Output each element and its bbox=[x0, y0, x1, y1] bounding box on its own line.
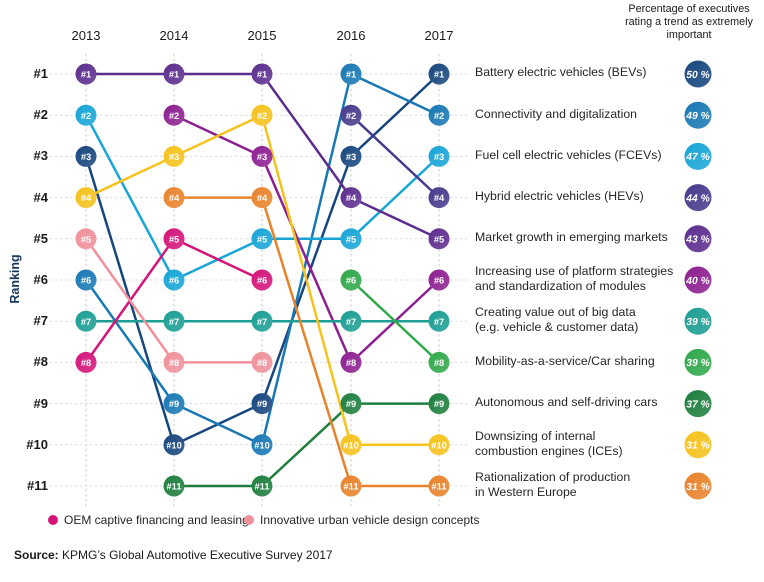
svg-text:#4: #4 bbox=[346, 193, 357, 203]
svg-text:#6: #6 bbox=[169, 276, 179, 286]
svg-text:#11: #11 bbox=[167, 482, 182, 492]
svg-text:#6: #6 bbox=[257, 276, 267, 286]
svg-text:#4: #4 bbox=[169, 193, 180, 203]
svg-text:#8: #8 bbox=[169, 358, 179, 368]
svg-text:31 %: 31 % bbox=[686, 482, 709, 493]
svg-text:#2: #2 bbox=[346, 111, 356, 121]
svg-text:#9: #9 bbox=[346, 399, 356, 409]
svg-text:#2: #2 bbox=[434, 111, 444, 121]
svg-text:#8: #8 bbox=[81, 358, 91, 368]
svg-text:#8: #8 bbox=[434, 358, 444, 368]
svg-text:#2: #2 bbox=[257, 111, 267, 121]
svg-text:#7: #7 bbox=[434, 317, 444, 327]
svg-text:#10: #10 bbox=[254, 440, 270, 450]
svg-text:#6: #6 bbox=[81, 276, 91, 286]
svg-text:#2: #2 bbox=[169, 111, 179, 121]
svg-text:#1: #1 bbox=[346, 70, 356, 80]
svg-text:31 %: 31 % bbox=[686, 441, 709, 452]
svg-text:#3: #3 bbox=[434, 152, 444, 162]
svg-text:#4: #4 bbox=[257, 193, 268, 203]
svg-text:#4: #4 bbox=[434, 193, 445, 203]
svg-text:#7: #7 bbox=[257, 317, 267, 327]
svg-text:#5: #5 bbox=[81, 234, 91, 244]
svg-text:44 %: 44 % bbox=[685, 193, 709, 204]
svg-text:#3: #3 bbox=[169, 152, 179, 162]
svg-text:49 %: 49 % bbox=[685, 111, 709, 122]
svg-text:39 %: 39 % bbox=[686, 358, 709, 369]
svg-text:#10: #10 bbox=[343, 440, 359, 450]
svg-text:#4: #4 bbox=[81, 193, 92, 203]
svg-text:#5: #5 bbox=[346, 234, 356, 244]
svg-text:#1: #1 bbox=[169, 70, 179, 80]
svg-text:#7: #7 bbox=[81, 317, 91, 327]
svg-text:#9: #9 bbox=[434, 399, 444, 409]
svg-text:37 %: 37 % bbox=[686, 399, 709, 410]
svg-text:#11: #11 bbox=[432, 482, 447, 492]
svg-text:#1: #1 bbox=[257, 70, 267, 80]
svg-text:39 %: 39 % bbox=[686, 317, 709, 328]
svg-text:#3: #3 bbox=[257, 152, 267, 162]
svg-text:#1: #1 bbox=[434, 70, 444, 80]
svg-text:#11: #11 bbox=[255, 482, 270, 492]
svg-text:43 %: 43 % bbox=[685, 235, 709, 246]
svg-text:#9: #9 bbox=[169, 399, 179, 409]
svg-text:#1: #1 bbox=[81, 70, 91, 80]
svg-text:#7: #7 bbox=[169, 317, 179, 327]
svg-text:#8: #8 bbox=[346, 358, 356, 368]
svg-text:#2: #2 bbox=[81, 111, 91, 121]
svg-text:50 %: 50 % bbox=[686, 70, 709, 81]
svg-text:#5: #5 bbox=[257, 234, 267, 244]
svg-text:#11: #11 bbox=[344, 482, 359, 492]
svg-text:#9: #9 bbox=[257, 399, 267, 409]
svg-text:#10: #10 bbox=[431, 440, 447, 450]
svg-text:#7: #7 bbox=[346, 317, 356, 327]
svg-text:40 %: 40 % bbox=[685, 276, 709, 287]
svg-text:#3: #3 bbox=[346, 152, 356, 162]
svg-text:47 %: 47 % bbox=[685, 152, 709, 163]
svg-text:#3: #3 bbox=[81, 152, 91, 162]
svg-text:#6: #6 bbox=[434, 276, 444, 286]
svg-text:#5: #5 bbox=[434, 234, 444, 244]
svg-text:#8: #8 bbox=[257, 358, 267, 368]
svg-text:#6: #6 bbox=[346, 276, 356, 286]
svg-text:#10: #10 bbox=[166, 440, 182, 450]
svg-text:#5: #5 bbox=[169, 234, 179, 244]
